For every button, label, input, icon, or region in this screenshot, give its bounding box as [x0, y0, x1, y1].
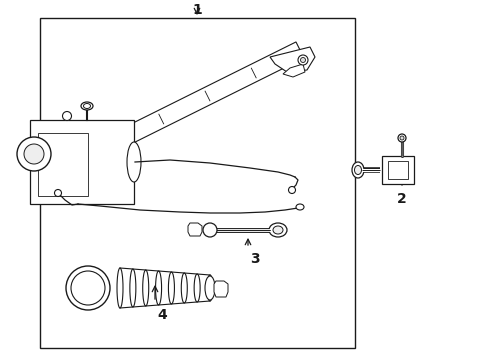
Ellipse shape [17, 137, 51, 171]
Ellipse shape [66, 266, 110, 310]
Ellipse shape [300, 58, 305, 63]
Ellipse shape [354, 166, 362, 175]
Ellipse shape [203, 223, 217, 237]
Polygon shape [111, 42, 304, 150]
Ellipse shape [400, 136, 404, 140]
Polygon shape [270, 47, 315, 72]
Bar [38, 133, 88, 196]
Bar [40, 18, 355, 348]
Text: 4: 4 [157, 308, 167, 322]
Ellipse shape [289, 186, 295, 194]
Text: 1: 1 [192, 3, 202, 17]
Polygon shape [214, 281, 228, 297]
Ellipse shape [63, 112, 72, 121]
Ellipse shape [205, 276, 215, 300]
Ellipse shape [71, 271, 105, 305]
Ellipse shape [298, 55, 308, 65]
Ellipse shape [24, 144, 44, 164]
Ellipse shape [83, 104, 91, 108]
Bar [388, 161, 408, 179]
Ellipse shape [352, 162, 364, 178]
Text: 3: 3 [250, 252, 260, 266]
Ellipse shape [54, 189, 62, 197]
Polygon shape [188, 223, 202, 236]
Ellipse shape [269, 223, 287, 237]
Ellipse shape [296, 204, 304, 210]
Ellipse shape [81, 102, 93, 110]
Ellipse shape [127, 142, 141, 182]
Polygon shape [283, 64, 305, 77]
Polygon shape [30, 120, 134, 204]
Ellipse shape [273, 226, 283, 234]
Ellipse shape [398, 134, 406, 142]
Text: 2: 2 [397, 192, 407, 206]
Bar [382, 156, 414, 184]
